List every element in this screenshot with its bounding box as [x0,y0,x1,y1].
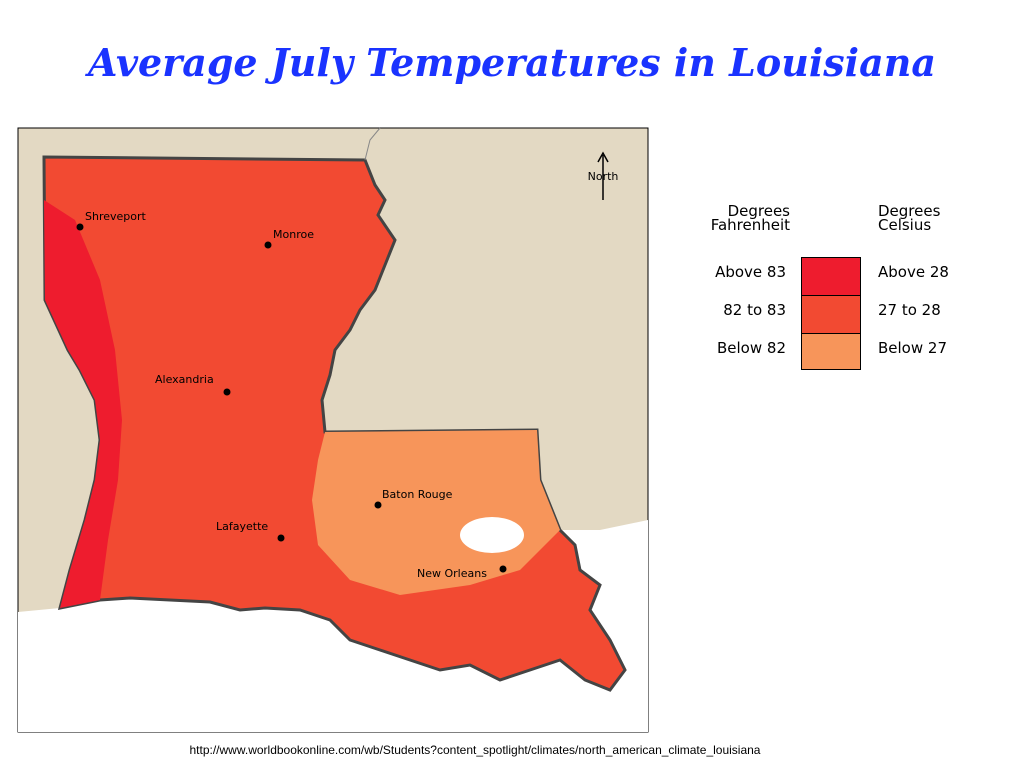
city-label: Alexandria [155,373,214,386]
title: Average July Temperatures in Louisiana [88,40,936,85]
gulf-water [18,520,648,732]
legend-swatch [801,295,861,334]
north-arrowhead [597,151,609,163]
state-zone-cool [312,430,560,595]
legend-swatch [801,257,861,296]
city-label: Shreveport [85,210,147,223]
legend-header-c: Degrees Celsius [878,202,941,234]
city-dot [223,388,231,396]
state-zone-hot [44,200,122,608]
legend-celsius: Below 27 [878,339,947,357]
city-label: Monroe [273,228,314,241]
city-label: Lafayette [216,520,268,533]
legend-fahrenheit: Above 83 [715,263,786,281]
city-dot [76,223,84,231]
source-url: http://www.worldbookonline.com/wb/Studen… [189,743,761,757]
legend-celsius: Above 28 [878,263,949,281]
state-border [364,127,381,161]
city-dot [499,565,507,573]
city-label: Baton Rouge [382,488,453,501]
legend-swatch [801,333,861,370]
legend-celsius: 27 to 28 [878,301,941,319]
city-dot [374,501,382,509]
city-dot [264,241,272,249]
legend-header-f: Degrees Fahrenheit [710,202,790,234]
legend-fahrenheit: 82 to 83 [723,301,786,319]
city-label: New Orleans [417,567,487,580]
city-dot [277,534,285,542]
lake-pontchartrain [460,517,524,553]
north-label: North [588,170,619,183]
legend-fahrenheit: Below 82 [717,339,786,357]
